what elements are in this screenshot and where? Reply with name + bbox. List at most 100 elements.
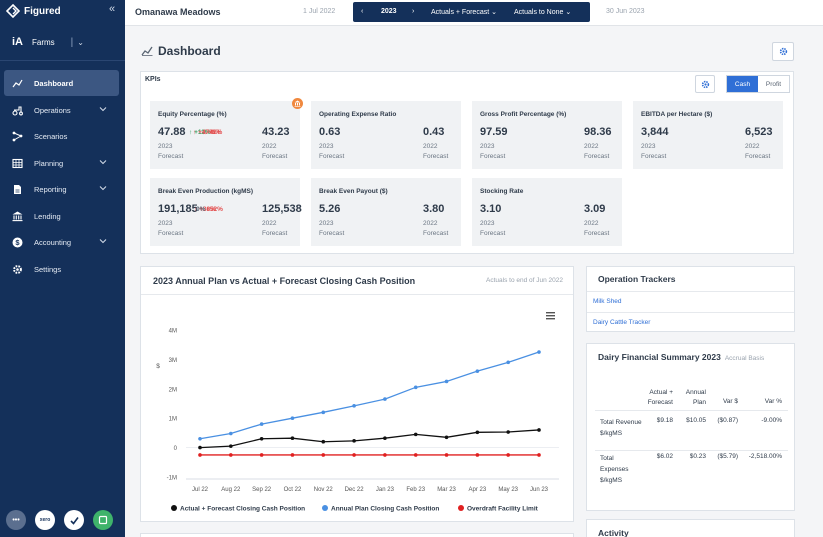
- dfs-cell: ($0.87): [717, 417, 738, 424]
- x-tick-label: Jul 22: [192, 487, 209, 493]
- dfs-cell: $0.23: [689, 453, 706, 460]
- collapse-sidebar-icon[interactable]: «: [109, 3, 116, 15]
- sidebar-item-reporting[interactable]: Reporting: [4, 176, 119, 202]
- kpi-year: 2023: [319, 220, 334, 227]
- data-point: [198, 453, 202, 457]
- kpi-compare-value: 0.43: [423, 126, 445, 138]
- kpi-compare-year: 2022: [584, 143, 599, 150]
- sidebar-item-planning[interactable]: Planning: [4, 150, 119, 176]
- kpi-tile[interactable]: Operating Expense Ratio 0.63 ↑ +47% 2023 For…: [193, 101, 461, 169]
- kpi-label: Forecast: [319, 153, 345, 160]
- period-end-date: 30 Jun 2023: [606, 8, 645, 15]
- sidebar-item-accounting[interactable]: $ Accounting: [4, 229, 119, 255]
- data-point: [290, 416, 295, 420]
- kpi-compare-value: 125,538: [262, 203, 302, 215]
- kpi-tile[interactable]: Gross Profit Percentage (%) 97.59 ↓ -1% 202…: [204, 101, 622, 169]
- kpi-tile[interactable]: EBITDA per Hectare ($) 3,844 ↓ -41% 2023 For…: [202, 101, 783, 169]
- y-tick-label: 3M: [169, 358, 177, 364]
- arrow-up-icon: ↑: [201, 206, 205, 213]
- kpi-change-value: -41%: [207, 129, 223, 136]
- kpi-label: Forecast: [641, 153, 667, 160]
- xero-icon[interactable]: xero: [35, 510, 55, 530]
- next-year-icon[interactable]: ›: [412, 8, 415, 15]
- farm-switcher[interactable]: iA Farms | ⌄: [12, 36, 84, 48]
- kpi-compare-value: 6,523: [745, 126, 773, 138]
- kpi-value: 97.59: [480, 126, 508, 138]
- sidebar-item-scenarios[interactable]: Scenarios: [4, 123, 119, 149]
- cash-position-card: 2023 Annual Plan vs Actual + Forecast Cl…: [140, 266, 574, 522]
- data-point: [229, 431, 233, 436]
- kpi-period: 2023 Forecast: [480, 142, 505, 162]
- kpi-period: 2023 Forecast: [319, 142, 344, 162]
- sidebar-item-settings[interactable]: Settings: [4, 256, 119, 282]
- x-tick-label: Dec 22: [345, 487, 365, 493]
- gear-icon: [701, 80, 709, 88]
- kpi-change: ↑ +11%: [189, 129, 211, 136]
- chart-menu-icon[interactable]: [546, 312, 555, 320]
- data-point: [229, 453, 233, 457]
- kpi-year: 2023: [319, 143, 334, 150]
- data-point: [290, 453, 295, 457]
- series-line-1: [199, 351, 540, 440]
- data-point: [321, 453, 326, 457]
- sidebar-item-operations[interactable]: Operations: [4, 97, 119, 123]
- bank-icon: [12, 211, 23, 221]
- previous-year-icon[interactable]: ‹: [361, 8, 364, 15]
- x-tick-label: Oct 22: [284, 487, 302, 493]
- y-axis-label: $: [156, 363, 160, 370]
- chart-line-icon: [12, 79, 23, 87]
- sidebar: Figured « iA Farms | ⌄ Dashboard Operatio…: [0, 0, 125, 537]
- legend-label: Actual + Forecast Closing Cash Position: [180, 506, 305, 513]
- kpi-period: 2023 Forecast: [319, 219, 344, 239]
- kpi-name: Break Even Payout ($): [319, 188, 388, 195]
- chevron-down-icon: [99, 186, 107, 191]
- page-title: Dashboard: [141, 44, 221, 58]
- kpi-value: 5.26: [319, 203, 341, 215]
- kpi-tile[interactable]: Equity Percentage (%) 47.88 ↑ +11% 2023 Fore…: [150, 101, 300, 169]
- divider: [595, 410, 788, 411]
- chevron-down-icon: ⌄: [491, 9, 497, 16]
- kpi-name: Equity Percentage (%): [158, 111, 227, 118]
- tracker-link-dairy-cattle[interactable]: Dairy Cattle Tracker: [593, 319, 651, 326]
- kpi-compare-label: Forecast: [584, 153, 610, 160]
- dfs-header-plan: Annual Plan: [685, 389, 706, 406]
- brand-logo[interactable]: Figured: [6, 4, 61, 18]
- data-point: [321, 410, 326, 415]
- view-selector[interactable]: Actuals + Forecast ⌄: [431, 8, 497, 16]
- x-tick-label: Aug 22: [221, 487, 241, 493]
- kpi-tile[interactable]: Break Even Production (kgMS) 191,185 ↑ +52…: [150, 178, 302, 246]
- kpi-tile[interactable]: Stocking Rate 3.10 0% 2023 Forecast 3.09 2022 F…: [196, 178, 622, 246]
- divider: [587, 291, 794, 292]
- task-check-icon[interactable]: [64, 510, 84, 530]
- kpi-label: Forecast: [319, 230, 345, 237]
- y-tick-label: 0: [174, 446, 178, 452]
- data-point: [352, 453, 356, 457]
- sidebar-item-lending[interactable]: Lending: [4, 203, 119, 229]
- kpi-compare-period: 2022 Forecast: [262, 142, 287, 162]
- chart-divider: [141, 294, 573, 295]
- sidebar-item-label: Dashboard: [34, 78, 74, 88]
- compare-selector[interactable]: Actuals to None ⌄: [514, 8, 571, 16]
- kpi-tile[interactable]: Break Even Payout ($) 5.26 ↑ +38% 2023 Forec…: [194, 178, 461, 246]
- kpi-compare-period: 2022 Forecast: [745, 142, 770, 162]
- dfs-title: Dairy Financial Summary 2023 Accrual Basi…: [598, 352, 764, 362]
- more-icon[interactable]: •••: [6, 510, 26, 530]
- kpi-compare-period: 2022 Forecast: [584, 142, 609, 162]
- kpi-settings-button[interactable]: [695, 75, 715, 93]
- notes-icon[interactable]: [93, 510, 113, 530]
- tracker-link-milk-shed[interactable]: Milk Shed: [593, 298, 622, 305]
- bank-icon[interactable]: [292, 98, 303, 109]
- arrow-down-icon: ↓: [202, 129, 206, 136]
- kpi-label: Forecast: [158, 153, 184, 160]
- data-point: [475, 369, 480, 373]
- dashboard-settings-button[interactable]: [772, 42, 794, 61]
- profit-toggle-button[interactable]: Profit: [765, 80, 782, 88]
- cash-toggle-button[interactable]: Cash: [727, 76, 758, 92]
- kpi-name: Operating Expense Ratio: [319, 111, 397, 118]
- arrow-up-icon: ↑: [194, 206, 198, 213]
- sidebar-item-dashboard[interactable]: Dashboard: [4, 70, 119, 96]
- year-label[interactable]: 2023: [381, 8, 397, 15]
- kpi-name: Break Even Production (kgMS): [158, 188, 253, 195]
- operation-trackers-card: Operation Trackers Milk Shed Dairy Cattl…: [586, 266, 795, 332]
- dfs-title-text: Dairy Financial Summary 2023: [598, 352, 721, 362]
